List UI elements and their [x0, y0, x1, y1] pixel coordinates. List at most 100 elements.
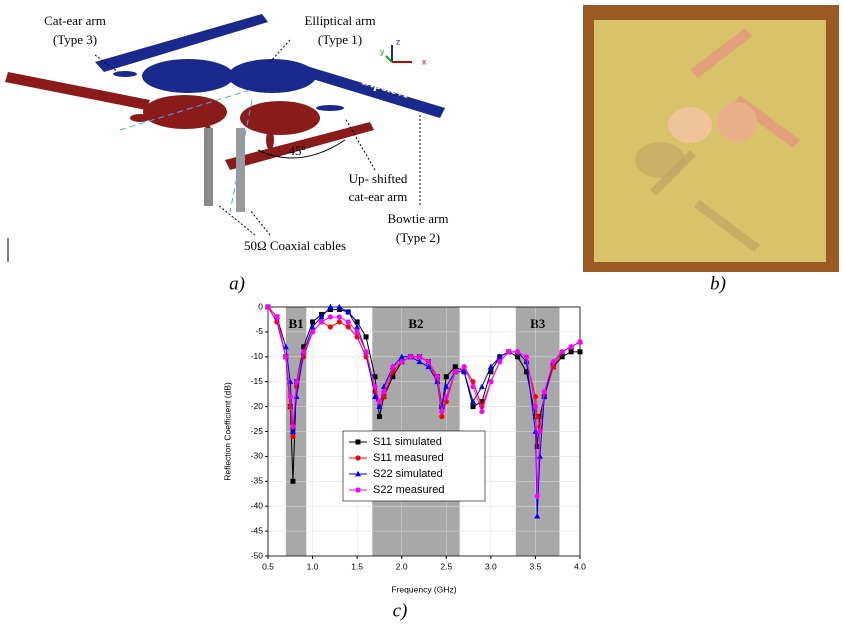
annotation: Elliptical arm	[304, 13, 375, 28]
annotation: (Type 2)	[396, 230, 440, 245]
marker	[327, 314, 333, 320]
marker	[541, 389, 547, 395]
x-tick-label: 4.0	[574, 561, 586, 571]
legend-label: S11 measured	[373, 452, 444, 464]
marker	[355, 455, 361, 461]
legend-label: S22 simulated	[373, 468, 443, 480]
marker	[515, 349, 521, 355]
marker	[416, 354, 423, 360]
marker	[355, 439, 361, 445]
marker	[534, 512, 541, 519]
annotation: (Type 3)	[53, 32, 97, 47]
marker	[425, 359, 432, 365]
marker	[301, 349, 307, 355]
legend-label: S22 measured	[373, 484, 445, 496]
panel-label: c)	[393, 600, 408, 621]
marker	[434, 374, 440, 380]
marker	[345, 319, 351, 325]
marker	[559, 354, 565, 360]
marker	[577, 349, 583, 355]
marker	[515, 354, 521, 360]
plot-frame	[267, 306, 581, 557]
marker	[537, 428, 543, 435]
marker	[408, 354, 414, 360]
marker	[372, 374, 378, 380]
marker	[290, 433, 296, 440]
marker	[309, 323, 316, 330]
marker	[376, 403, 383, 409]
panel-label: b)	[710, 273, 726, 294]
marker	[524, 369, 530, 375]
marker	[398, 353, 405, 360]
marker	[461, 368, 468, 375]
antenna-texts: Cat-ear arm (Type 3) Dipole B Elliptical…	[44, 13, 448, 253]
y-tick-label: -15	[251, 376, 264, 386]
marker	[336, 314, 342, 320]
marker	[290, 478, 296, 484]
y-tick-label: -35	[251, 476, 264, 486]
marker	[470, 384, 476, 390]
axis-letter: x	[422, 56, 427, 66]
marker	[310, 319, 316, 325]
y-tick-label: -50	[251, 550, 264, 560]
y-axis-label: Reflection Coefficient (dB)	[222, 382, 232, 481]
marker	[434, 378, 441, 385]
band-label: B3	[530, 316, 546, 331]
marker	[534, 493, 540, 499]
marker	[537, 423, 543, 430]
marker	[336, 319, 342, 325]
x-tick-label: 1.0	[307, 561, 319, 571]
marker	[470, 398, 477, 405]
axis-letter: z	[396, 36, 400, 46]
legend: S11 simulated S11 measured S22 simulated S2…	[342, 430, 486, 502]
annotation: Bowtie arm	[387, 211, 448, 226]
marker	[425, 363, 432, 370]
marker	[488, 369, 494, 375]
marker	[381, 389, 387, 395]
marker	[537, 414, 543, 420]
marker	[355, 470, 361, 477]
marker	[497, 359, 503, 365]
y-tick-label: -10	[251, 351, 264, 361]
y-tick-label: -45	[251, 525, 264, 535]
marker	[479, 399, 485, 405]
band-label: B1	[288, 316, 303, 331]
marker	[354, 319, 360, 325]
marker	[416, 358, 423, 365]
marker	[289, 428, 296, 434]
marker	[541, 393, 548, 400]
annotation: (Type 1)	[318, 32, 362, 47]
x-tick-label: 1.5	[351, 561, 363, 571]
y-tick-label: -40	[251, 500, 264, 510]
marker	[287, 394, 293, 400]
marker	[478, 383, 485, 390]
x-tick-label: 2.0	[396, 561, 408, 571]
marker	[568, 344, 574, 350]
marker	[443, 374, 449, 380]
marker	[479, 408, 485, 415]
marker	[293, 379, 300, 385]
marker	[327, 306, 333, 312]
marker	[355, 487, 361, 493]
annotation: cat-ear arm	[349, 189, 408, 204]
marker	[487, 363, 494, 370]
x-tick-label: 0.5	[262, 561, 274, 571]
y-tick-label: -25	[251, 426, 264, 436]
marker	[336, 306, 342, 312]
marker	[532, 404, 539, 410]
series-line	[267, 306, 581, 497]
marker	[336, 303, 343, 310]
marker	[318, 313, 325, 320]
annotation: 50Ω Coaxial cables	[244, 238, 346, 253]
panel-label: a)	[229, 273, 245, 294]
legend-box	[342, 430, 486, 502]
x-tick-label: 3.5	[530, 561, 542, 571]
annotation: 45º	[288, 143, 305, 158]
marker	[363, 334, 369, 340]
marker	[496, 353, 503, 360]
marker	[550, 359, 556, 365]
antenna-drawing	[5, 14, 445, 262]
axis-letter: y	[380, 46, 385, 56]
marker	[354, 323, 361, 330]
